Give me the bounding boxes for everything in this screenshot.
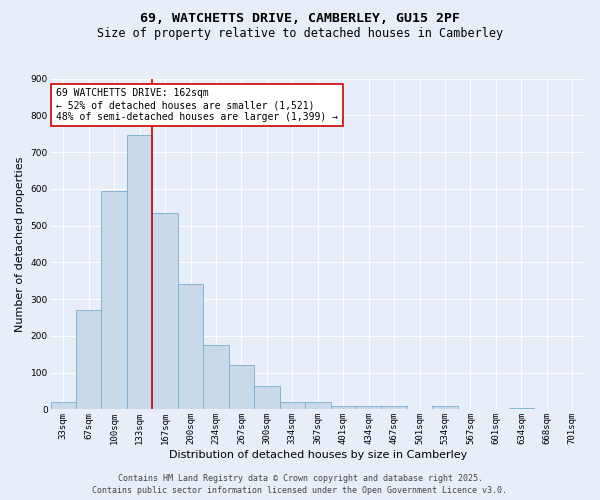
Text: 69, WATCHETTS DRIVE, CAMBERLEY, GU15 2PF: 69, WATCHETTS DRIVE, CAMBERLEY, GU15 2PF bbox=[140, 12, 460, 26]
Bar bbox=[76, 310, 101, 410]
Bar bbox=[305, 402, 331, 409]
Text: Size of property relative to detached houses in Camberley: Size of property relative to detached ho… bbox=[97, 28, 503, 40]
Text: 69 WATCHETTS DRIVE: 162sqm
← 52% of detached houses are smaller (1,521)
48% of s: 69 WATCHETTS DRIVE: 162sqm ← 52% of deta… bbox=[56, 88, 338, 122]
Bar bbox=[203, 345, 229, 410]
X-axis label: Distribution of detached houses by size in Camberley: Distribution of detached houses by size … bbox=[169, 450, 467, 460]
Bar bbox=[331, 406, 356, 409]
Bar bbox=[280, 402, 305, 409]
Bar bbox=[254, 386, 280, 409]
Bar bbox=[152, 212, 178, 410]
Bar bbox=[101, 190, 127, 410]
Text: Contains HM Land Registry data © Crown copyright and database right 2025.
Contai: Contains HM Land Registry data © Crown c… bbox=[92, 474, 508, 495]
Bar bbox=[382, 406, 407, 409]
Bar bbox=[178, 284, 203, 410]
Bar bbox=[356, 406, 382, 409]
Bar bbox=[433, 406, 458, 410]
Bar bbox=[50, 402, 76, 409]
Bar bbox=[509, 408, 534, 410]
Y-axis label: Number of detached properties: Number of detached properties bbox=[15, 156, 25, 332]
Bar bbox=[127, 136, 152, 409]
Bar bbox=[229, 366, 254, 410]
